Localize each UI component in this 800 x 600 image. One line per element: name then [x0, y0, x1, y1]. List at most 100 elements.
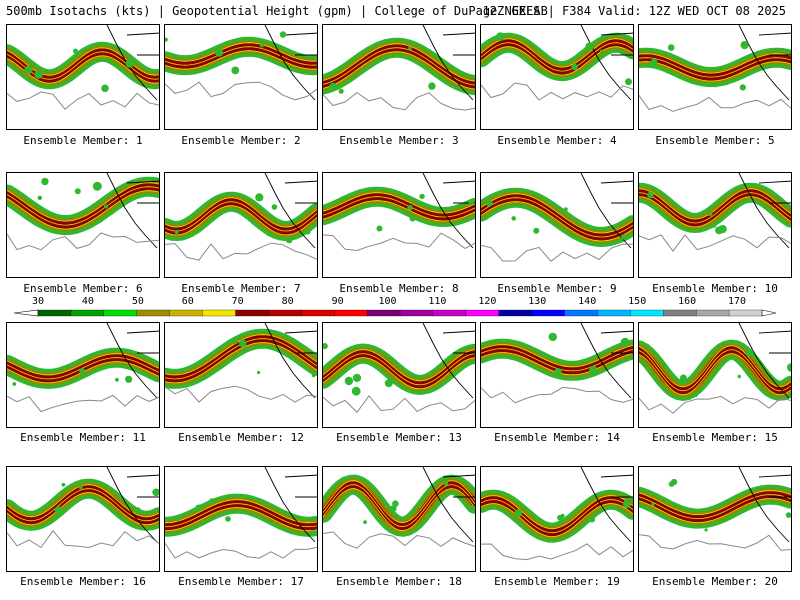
isotach-blob	[352, 373, 362, 382]
ensemble-member-label: Ensemble Member: 18	[336, 575, 462, 588]
isotach-blob	[667, 44, 675, 51]
coastline	[422, 467, 475, 543]
height-contour	[639, 192, 791, 224]
isotach-blob	[115, 377, 119, 382]
colorbar-tick-label: 90	[331, 296, 344, 307]
gray-contour	[639, 395, 791, 414]
coastline	[106, 467, 159, 543]
isotach-blob	[428, 82, 436, 90]
isotach-blob	[533, 227, 540, 234]
isotach-blob	[10, 373, 14, 377]
gray-contour	[323, 232, 475, 252]
coastline	[738, 25, 791, 101]
ensemble-member-label: Ensemble Member: 16	[20, 575, 146, 588]
height-contour	[481, 495, 633, 530]
jet-stream-map	[481, 173, 633, 262]
coastline	[580, 323, 633, 399]
isotach-blob	[74, 188, 81, 195]
height-contour	[323, 43, 475, 82]
isotach-blob	[215, 48, 224, 57]
ensemble-panel	[164, 466, 318, 572]
ensemble-member-label: Ensemble Member: 6	[23, 282, 143, 295]
isotach-blob	[713, 83, 718, 88]
height-contour	[323, 196, 475, 218]
ensemble-panel	[480, 466, 634, 572]
isotach-blob	[625, 78, 632, 86]
isotach-blob	[225, 516, 231, 522]
ensemble-member-label: Ensemble Member: 7	[181, 282, 301, 295]
gray-contour	[7, 529, 159, 549]
isotach-blob	[785, 512, 791, 518]
isotach-blob	[434, 73, 439, 78]
ensemble-member-label: Ensemble Member: 12	[178, 431, 304, 444]
gray-contour	[639, 234, 791, 253]
height-contour	[165, 499, 317, 524]
colorbar-tick-label: 110	[428, 296, 447, 307]
isotach-blob	[73, 48, 78, 54]
height-contour	[639, 53, 791, 74]
isotach-blob	[344, 376, 354, 386]
ensemble-member-label: Ensemble Member: 3	[339, 134, 459, 147]
jet-stream-map	[639, 25, 791, 112]
height-contour	[7, 492, 159, 526]
isotach-blob	[239, 339, 247, 348]
jet-stream-map	[323, 467, 475, 549]
colorbar-swatch	[366, 309, 401, 317]
height-contour	[7, 51, 159, 80]
jet-stream-map	[165, 323, 317, 403]
isotach-blob	[514, 509, 523, 517]
isotach-blob	[134, 507, 141, 514]
isotach-blob	[511, 216, 516, 221]
height-contour	[323, 51, 475, 90]
isotach-blob	[390, 505, 397, 512]
isotach-blob	[61, 482, 66, 487]
height-contour	[481, 42, 633, 72]
coastline	[738, 467, 791, 543]
colorbar-swatch	[399, 309, 434, 317]
isotach-blob	[647, 191, 654, 199]
colorbar-tick-label: 80	[281, 296, 294, 307]
coastline	[422, 323, 475, 399]
height-contour	[323, 47, 475, 86]
ensemble-panel	[164, 322, 318, 428]
ensemble-panel	[638, 322, 792, 428]
height-contour	[323, 357, 475, 390]
isotach-blob	[54, 506, 63, 514]
colorbar-swatch	[432, 309, 467, 317]
colorbar-tick-label: 150	[628, 296, 647, 307]
isotach-blob	[571, 63, 578, 71]
gray-contour	[7, 232, 159, 251]
ensemble-panel	[322, 24, 476, 130]
height-contour	[7, 357, 159, 380]
isotach-blob	[651, 502, 655, 507]
gray-contour	[323, 394, 475, 414]
height-contour	[481, 201, 633, 242]
height-contour	[165, 342, 317, 384]
colorbar-swatch	[630, 309, 664, 317]
gray-contour	[165, 542, 317, 559]
isotach-blob	[585, 42, 594, 51]
height-contour	[323, 484, 475, 528]
colorbar-swatch	[169, 309, 204, 317]
height-contour	[323, 353, 475, 386]
isotach-blob	[233, 340, 238, 345]
colorbar-tick-label: 160	[678, 296, 697, 307]
isotach-blob	[745, 348, 754, 357]
isotach-blob	[443, 480, 449, 486]
colorbar-swatch	[268, 309, 302, 317]
coastline	[264, 173, 317, 249]
jet-stream-map	[165, 25, 317, 101]
gray-contour	[323, 531, 475, 549]
jet-stream-map	[323, 323, 475, 414]
height-contour	[639, 61, 791, 82]
colorbar-swatch	[202, 309, 237, 317]
coastline	[264, 467, 317, 543]
height-contour	[165, 50, 317, 70]
isotach-blob	[704, 528, 708, 532]
ensemble-panel	[480, 24, 634, 130]
isotach-blob	[376, 225, 383, 232]
coastline	[580, 467, 633, 543]
height-contour	[7, 182, 159, 222]
jet-stream-map	[481, 323, 633, 404]
ensemble-panel	[638, 172, 792, 278]
